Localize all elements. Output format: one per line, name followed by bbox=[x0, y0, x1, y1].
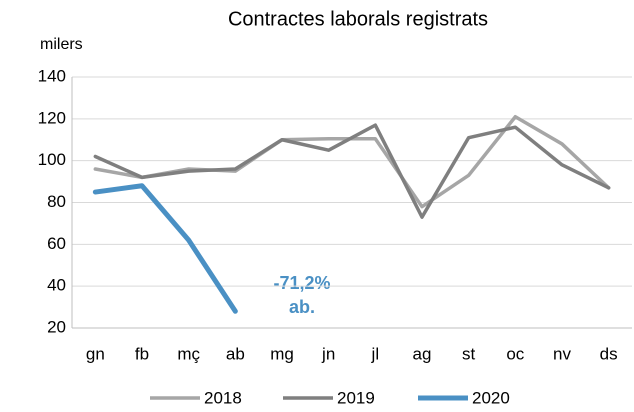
series-line bbox=[93, 123, 611, 219]
y-tick-label: 100 bbox=[38, 150, 66, 169]
series-line bbox=[92, 183, 238, 314]
series-line bbox=[93, 114, 611, 209]
x-tick-label: jl bbox=[371, 344, 380, 363]
x-tick-label: st bbox=[462, 344, 476, 363]
x-tick-label: ag bbox=[413, 344, 432, 363]
y-tick-label: 80 bbox=[47, 192, 66, 211]
x-tick-label: oc bbox=[506, 344, 524, 363]
chart-title: Contractes laborals registrats bbox=[228, 8, 488, 30]
x-tick-label: mg bbox=[270, 344, 294, 363]
x-tick-label: gn bbox=[86, 344, 105, 363]
y-tick-label: 120 bbox=[38, 108, 66, 127]
y-tick-label: 20 bbox=[47, 317, 66, 336]
y-tick-label: 40 bbox=[47, 276, 66, 295]
y-tick-label: 140 bbox=[38, 66, 66, 85]
y-axis-label: milers bbox=[40, 36, 83, 53]
annotation: ab. bbox=[289, 297, 315, 317]
legend-label: 2019 bbox=[337, 388, 375, 407]
legend-label: 2020 bbox=[472, 388, 510, 407]
y-tick-label: 60 bbox=[47, 234, 66, 253]
legend-label: 2018 bbox=[204, 388, 242, 407]
x-tick-label: mç bbox=[177, 344, 200, 363]
x-tick-label: jn bbox=[321, 344, 335, 363]
x-tick-label: ds bbox=[600, 344, 618, 363]
annotation: -71,2% bbox=[273, 273, 330, 293]
x-tick-label: ab bbox=[226, 344, 245, 363]
x-tick-label: nv bbox=[553, 344, 571, 363]
x-tick-label: fb bbox=[135, 344, 149, 363]
